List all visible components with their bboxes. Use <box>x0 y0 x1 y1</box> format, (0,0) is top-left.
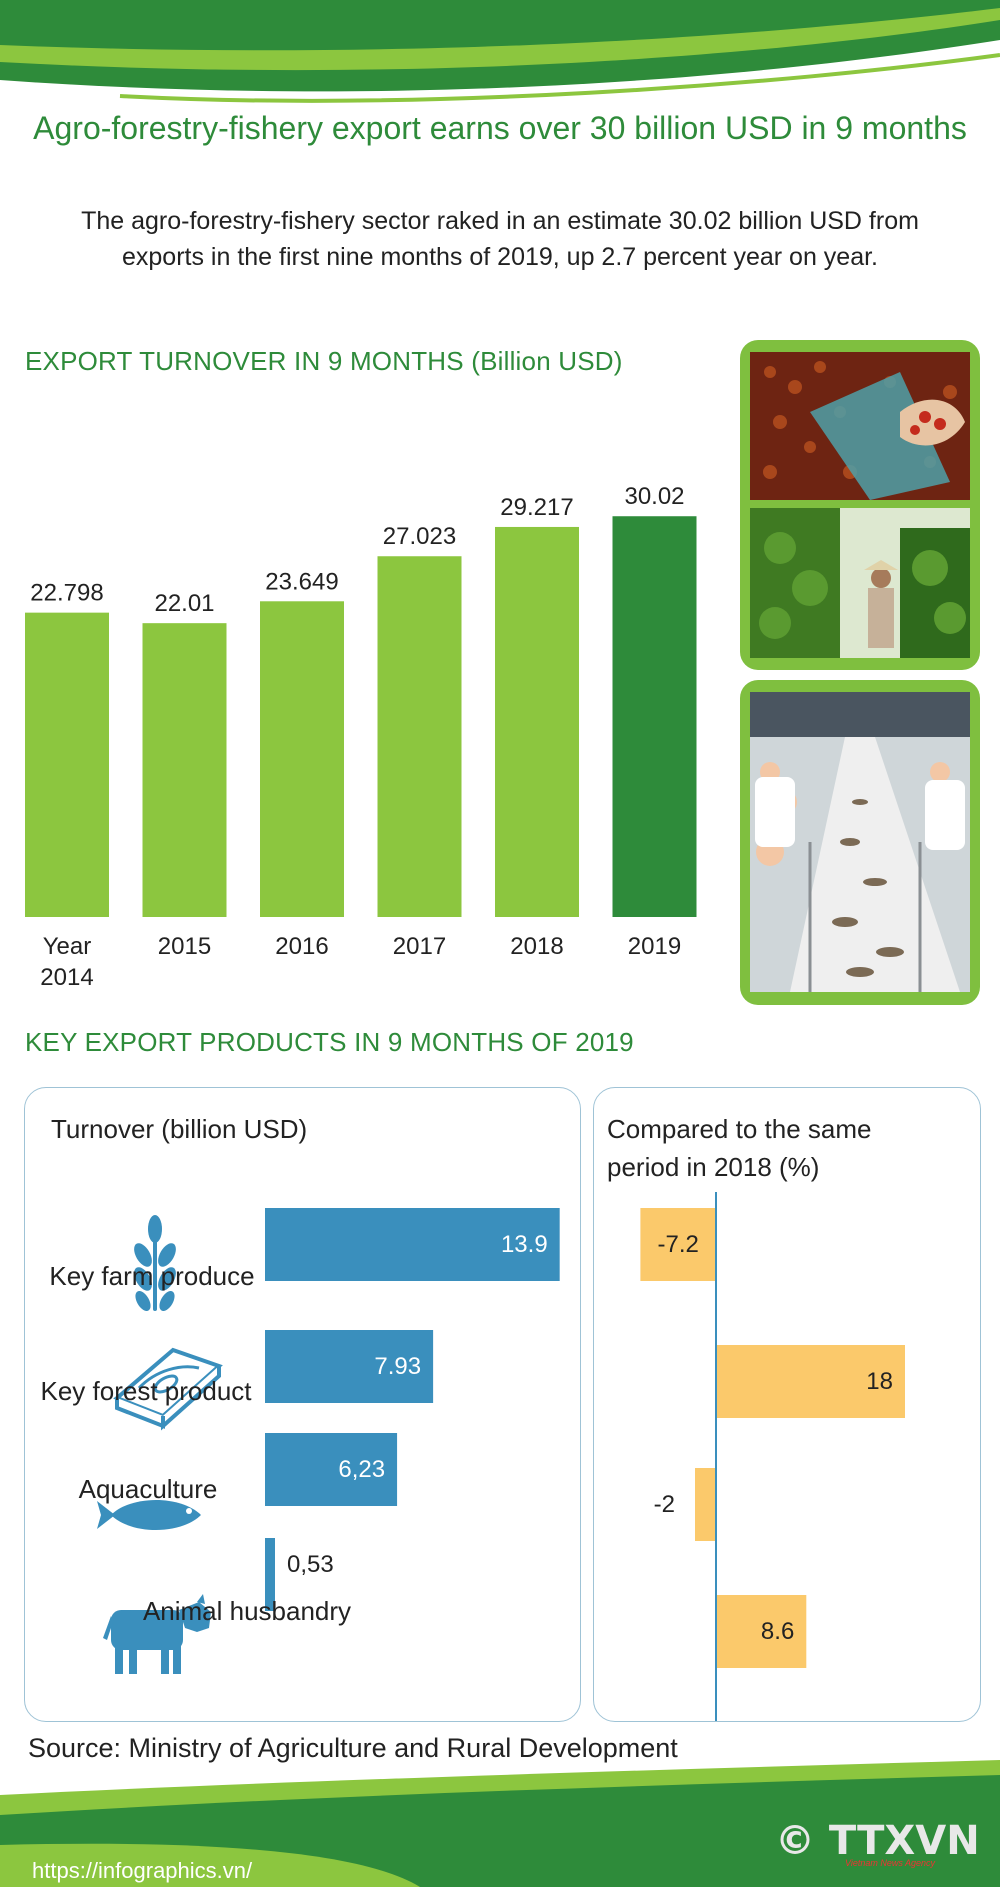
pepper-farm-photo <box>750 508 970 658</box>
product-value-label: 6,23 <box>338 1456 385 1483</box>
change-chart: -7.2 18 -2 8.6 <box>640 1192 905 1721</box>
product-category-label: Key farm produce <box>49 1261 254 1291</box>
ttxvn-logo: © TTXVN <box>775 1818 980 1864</box>
change-bar <box>695 1468 716 1541</box>
compare-col-heading-line2: period in 2018 (%) <box>607 1152 820 1182</box>
product-category-label: Aquaculture <box>79 1474 218 1504</box>
compare-col-heading-line1: Compared to the same <box>607 1114 872 1144</box>
turnover-bar <box>142 623 227 917</box>
product-bar <box>265 1330 434 1403</box>
turnover-bar <box>260 601 344 917</box>
turnover-value-label: 22.798 <box>30 580 103 607</box>
seafood-factory-photo <box>750 692 970 992</box>
turnover-bar <box>612 516 697 917</box>
change-bar <box>716 1345 905 1418</box>
change-value-label: -7.2 <box>658 1231 699 1258</box>
turnover-heading: EXPORT TURNOVER IN 9 MONTHS (Billion USD… <box>25 346 623 376</box>
product-category-label: Animal husbandry <box>143 1596 351 1626</box>
turnover-value-label: 29.217 <box>500 494 573 521</box>
change-card: Compared to the same period in 2018 (%) … <box>593 1087 981 1722</box>
product-bar <box>265 1208 560 1281</box>
change-value-label: 18 <box>866 1368 893 1395</box>
turnover-value-label: 30.02 <box>624 483 684 510</box>
products-heading: KEY EXPORT PRODUCTS IN 9 MONTHS OF 2019 <box>25 1027 634 1057</box>
compare-col-heading: Compared to the same period in 2018 (%) <box>607 1110 871 1186</box>
turnover-bar <box>377 556 462 917</box>
turnover-value-label: 27.023 <box>383 523 456 550</box>
product-category-label: Key forest product <box>41 1376 253 1406</box>
cow-icon <box>103 1594 211 1674</box>
fish-icon <box>97 1500 201 1530</box>
turnover-category-label: 2017 <box>393 933 446 960</box>
turnover-value-label: 22.01 <box>154 590 214 617</box>
wood-plank-icon <box>113 1347 223 1431</box>
product-value-label: 7.93 <box>374 1353 421 1380</box>
turnover-col-heading: Turnover (billion USD) <box>51 1114 308 1144</box>
page-title: Agro-forestry-fishery export earns over … <box>33 110 967 146</box>
change-bar <box>716 1595 807 1668</box>
coffee-beans-photo <box>750 352 970 500</box>
header-wave <box>0 0 1000 103</box>
change-bar <box>640 1208 716 1281</box>
turnover-category-label: 2015 <box>158 933 211 960</box>
turnover-bar <box>25 612 109 917</box>
turnover-category-label: 2018 <box>510 933 563 960</box>
wheat-icon <box>134 1215 176 1311</box>
ttxvn-logo-subtitle: Vietnam News Agency <box>845 1858 936 1868</box>
turnover-bar-chart: 22.798 Year 2014 22.01 2015 23.649 2016 27.023 2… <box>25 483 697 991</box>
turnover-category-label: Year <box>43 933 92 960</box>
product-bar <box>265 1433 398 1506</box>
photo-panel-bottom <box>740 680 980 1005</box>
turnover-category-label: 2016 <box>275 933 328 960</box>
product-value-label: 0,53 <box>287 1551 334 1578</box>
site-link[interactable]: https://infographics.vn/ <box>32 1858 253 1883</box>
turnover-card: Turnover (billion USD) <box>24 1087 581 1722</box>
turnover-value-label: 23.649 <box>265 568 338 595</box>
turnover-bar <box>495 526 579 917</box>
footer-wave <box>0 1760 1000 1887</box>
product-value-label: 13.9 <box>501 1231 548 1258</box>
source-text: Source: Ministry of Agriculture and Rura… <box>28 1733 678 1763</box>
intro-text: The agro-forestry-fishery sector raked i… <box>81 207 919 271</box>
change-value-label: -2 <box>654 1491 675 1518</box>
product-turnover-chart: 13.9 Key farm produce 7.93 Key forest produ… <box>41 1208 560 1674</box>
change-value-label: 8.6 <box>761 1618 794 1645</box>
product-bar <box>265 1538 275 1611</box>
photo-panel-top <box>740 340 980 670</box>
turnover-category-label: 2014 <box>40 964 93 991</box>
turnover-category-label: 2019 <box>628 933 681 960</box>
